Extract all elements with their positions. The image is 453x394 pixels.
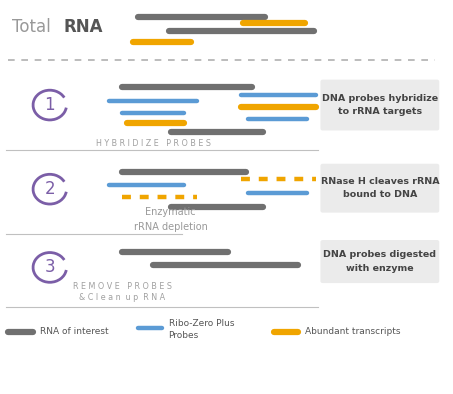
FancyBboxPatch shape bbox=[320, 80, 439, 130]
Text: H Y B R I D I Z E   P R O B E S: H Y B R I D I Z E P R O B E S bbox=[96, 139, 211, 147]
Text: Abundant transcripts: Abundant transcripts bbox=[305, 327, 400, 336]
Text: Enzymatic
rRNA depletion: Enzymatic rRNA depletion bbox=[134, 207, 208, 232]
Text: 1: 1 bbox=[44, 96, 55, 114]
Text: RNA: RNA bbox=[64, 18, 103, 36]
Text: RNase H cleaves rRNA
bound to DNA: RNase H cleaves rRNA bound to DNA bbox=[321, 177, 439, 199]
Text: R E M O V E   P R O B E S: R E M O V E P R O B E S bbox=[73, 282, 172, 292]
Text: RNA of interest: RNA of interest bbox=[40, 327, 109, 336]
FancyBboxPatch shape bbox=[320, 164, 439, 213]
Text: Probes: Probes bbox=[169, 331, 199, 340]
Text: DNA probes digested
with enzyme: DNA probes digested with enzyme bbox=[323, 251, 436, 273]
Text: DNA probes hybridize
to rRNA targets: DNA probes hybridize to rRNA targets bbox=[322, 94, 438, 116]
Text: 3: 3 bbox=[44, 258, 55, 277]
Text: & C l e a n  u p  R N A: & C l e a n u p R N A bbox=[79, 294, 165, 303]
FancyBboxPatch shape bbox=[320, 240, 439, 283]
Text: 2: 2 bbox=[44, 180, 55, 198]
Text: Ribo-Zero Plus: Ribo-Zero Plus bbox=[169, 319, 234, 328]
Text: Total: Total bbox=[12, 18, 56, 36]
